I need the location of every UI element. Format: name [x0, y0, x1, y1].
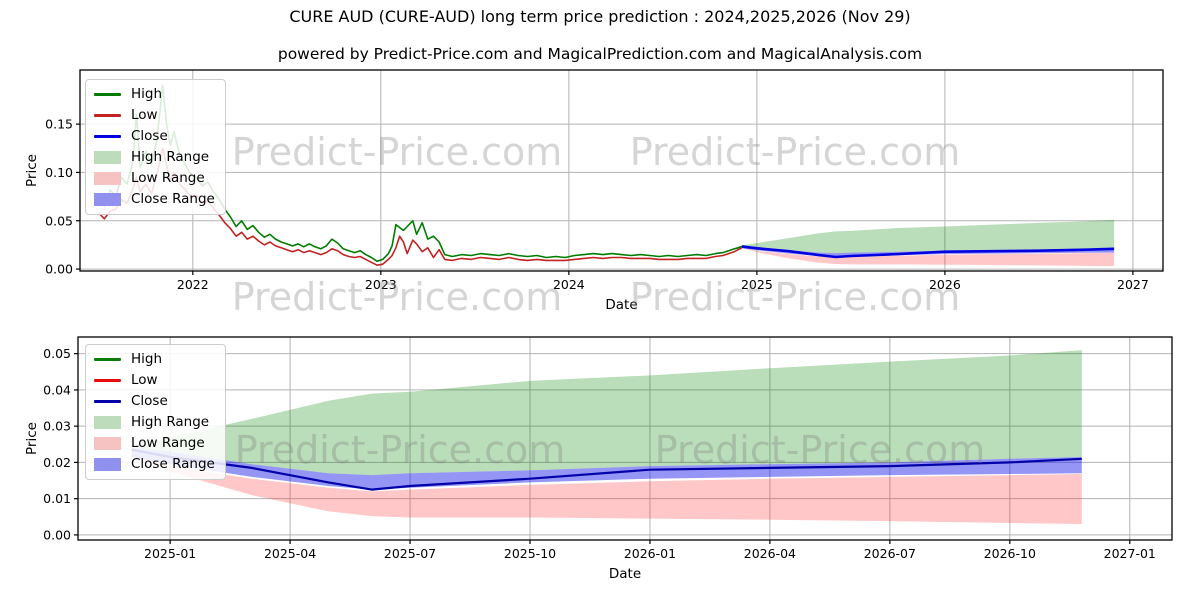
bottom-legend-item-high-range: High Range	[94, 412, 215, 433]
bottom-legend-swatch-0	[94, 358, 121, 361]
top-legend-swatch-4	[94, 172, 121, 185]
prediction-chart-xtick-label: 2025-01	[144, 546, 196, 561]
history-chart-xtick-label: 2024	[553, 277, 585, 292]
prediction-chart-ytick-label: 0.02	[43, 455, 71, 470]
page-subtitle: powered by Predict-Price.com and Magical…	[277, 45, 923, 63]
history-chart-ylabel: Price	[24, 154, 40, 187]
prediction-chart-xtick-label: 2025-10	[504, 546, 556, 561]
prediction-chart: 2025-01 2025-04 2025-07 2025-10 2026-01 2026-…	[24, 336, 1173, 582]
history-chart-ytick-label: 0.05	[45, 213, 73, 228]
history-chart-ytick-label: 0.00	[45, 262, 73, 277]
top-legend-label-3: High Range	[131, 148, 210, 165]
top-legend-label-2: Close	[131, 127, 168, 144]
bottom-legend-label-3: High Range	[131, 413, 210, 430]
top-legend-swatch-3	[94, 151, 121, 164]
top-legend-swatch-0	[94, 93, 121, 96]
top-legend-item-high-range: High Range	[94, 147, 215, 168]
prediction-chart-ytick-label: 0.00	[43, 527, 71, 542]
bottom-legend-swatch-2	[94, 400, 121, 403]
bottom-legend-label-5: Close Range	[131, 455, 215, 472]
bottom-legend-swatch-5	[94, 458, 121, 471]
bottom-legend-item-low-range: Low Range	[94, 433, 215, 454]
history-chart-xtick-label: 2022	[177, 277, 209, 292]
prediction-chart-plot-area	[78, 337, 1172, 540]
prediction-chart-ytick-label: 0.03	[43, 419, 71, 434]
history-chart-axes-box	[79, 69, 1164, 272]
prediction-chart-high-range-band	[131, 350, 1082, 476]
prediction-chart-ytick-label: 0.01	[43, 491, 71, 506]
prediction-chart-xtick-label: 2025-07	[384, 546, 436, 561]
prediction-chart-close-line	[131, 448, 1082, 491]
top-legend-item-low: Low	[94, 105, 215, 126]
top-legend-label-1: Low	[131, 106, 158, 123]
history-chart-plot-area	[80, 70, 1163, 271]
prediction-chart-close-range-band	[131, 447, 1082, 490]
history-chart-low-range-band	[741, 247, 1115, 267]
prediction-chart-xtick-label: 2026-07	[864, 546, 916, 561]
bottom-legend-label-4: Low Range	[131, 434, 205, 451]
prediction-chart-ylabel: Price	[24, 422, 40, 455]
bottom-legend-label-2: Close	[131, 392, 168, 409]
prediction-chart-xlabel: Date	[609, 566, 641, 582]
top-legend-label-5: Close Range	[131, 190, 215, 207]
history-chart-xlabel: Date	[605, 297, 637, 313]
page-title: CURE AUD (CURE-AUD) long term price pred…	[289, 7, 911, 26]
prediction-chart-ytick-label: 0.04	[43, 382, 71, 397]
history-chart-xtick-label: 2027	[1117, 277, 1149, 292]
bottom-legend-item-close-range: Close Range	[94, 454, 215, 475]
top-legend-item-high: High	[94, 84, 215, 105]
top-legend-item-close: Close	[94, 126, 215, 147]
prediction-chart-xtick-label: 2026-10	[984, 546, 1036, 561]
bottom-legend-label-1: Low	[131, 371, 158, 388]
top-legend-item-low-range: Low Range	[94, 168, 215, 189]
top-legend-swatch-5	[94, 193, 121, 206]
history-chart: 2022 2023 2024 2025 2026 2027 0.00 0.05 0.10 0.15…	[24, 69, 1164, 313]
history-chart-close-line	[741, 245, 1115, 259]
top-legend-label-0: High	[131, 85, 163, 102]
bottom-legend-swatch-4	[94, 437, 121, 450]
history-chart-ytick-label: 0.10	[45, 165, 73, 180]
top-legend-swatch-1	[94, 114, 121, 117]
prediction-chart-low-range-band	[131, 453, 1082, 524]
prediction-chart-axes-box	[77, 336, 1173, 541]
bottom-legend-item-low: Low	[94, 370, 215, 391]
history-chart-ytick-label: 0.15	[45, 117, 73, 132]
history-chart-xtick-label: 2026	[929, 277, 961, 292]
top-legend-swatch-2	[94, 135, 121, 138]
bottom-legend-item-close: Close	[94, 391, 215, 412]
prediction-chart-xtick-label: 2025-04	[264, 546, 316, 561]
prediction-chart-xtick-label: 2027-01	[1104, 546, 1156, 561]
prediction-chart-ytick-label: 0.05	[43, 346, 71, 361]
history-chart-xtick-label: 2023	[365, 277, 397, 292]
prediction-chart-xtick-label: 2026-04	[744, 546, 796, 561]
bottom-legend-item-high: High	[94, 349, 215, 370]
history-chart-xtick-label: 2025	[741, 277, 773, 292]
bottom-legend-swatch-1	[94, 379, 121, 382]
bottom-chart-legend: High Low Close High Range Low Range Close Ran…	[85, 344, 226, 480]
top-legend-item-close-range: Close Range	[94, 189, 215, 210]
bottom-legend-label-0: High	[131, 350, 163, 367]
bottom-legend-swatch-3	[94, 416, 121, 429]
top-chart-legend: High Low Close High Range Low Range Close Ran…	[85, 79, 226, 215]
history-chart-high-range-band	[741, 219, 1115, 254]
prediction-chart-xtick-label: 2026-01	[624, 546, 676, 561]
top-legend-label-4: Low Range	[131, 169, 205, 186]
